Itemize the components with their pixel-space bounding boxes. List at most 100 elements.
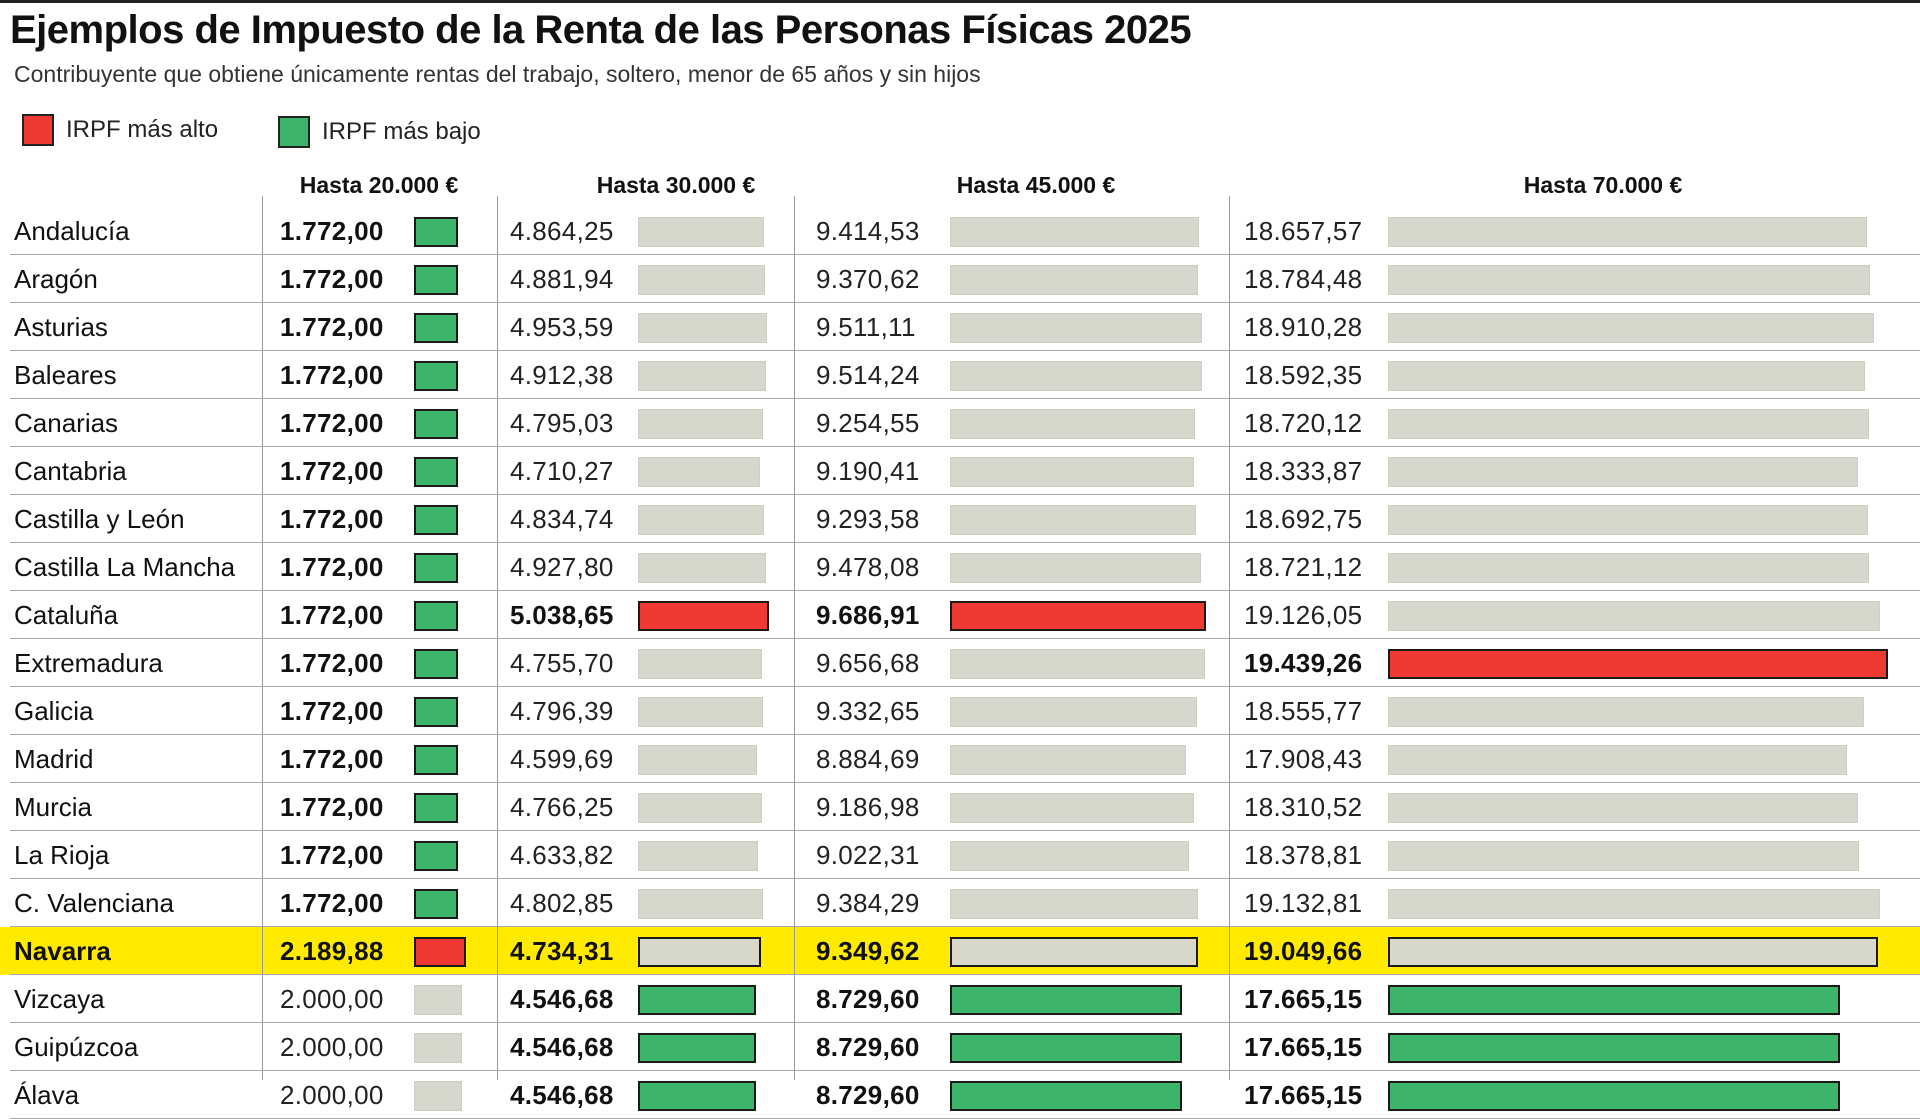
value-col-3: 8.729,60: [816, 984, 920, 1014]
row-separator: [10, 446, 1920, 447]
value-col-1: 2.000,00: [280, 1080, 384, 1110]
bar-col-3: [950, 505, 1197, 535]
value-col-1: 1.772,00: [280, 648, 384, 678]
chart-title: Ejemplos de Impuesto de la Renta de las …: [10, 8, 1192, 52]
value-col-3: 9.384,29: [816, 888, 920, 918]
bar-col-4: [1388, 697, 1865, 727]
bar-col-3: [950, 457, 1194, 487]
value-col-3: 9.414,53: [816, 216, 920, 246]
table-row-alava: Álava 2.000,00 4.546,68 8.729,60 17.665,15: [0, 1071, 1920, 1119]
region-label: Madrid: [14, 744, 94, 774]
value-col-3: 9.370,62: [816, 264, 920, 294]
value-col-2: 4.912,38: [510, 360, 614, 390]
bar-col-2: [638, 457, 761, 487]
value-col-1: 1.772,00: [280, 408, 384, 438]
region-label: Murcia: [14, 792, 93, 822]
bar-col-4: [1388, 1081, 1840, 1111]
column-divider-2: [497, 196, 498, 1080]
value-col-1: 1.772,00: [280, 360, 384, 390]
bar-col-4: [1388, 313, 1874, 343]
bar-col-2: [638, 553, 767, 583]
bar-col-1: [414, 505, 458, 535]
legend-item-high: IRPF más alto: [22, 110, 218, 150]
bar-col-2: [638, 937, 761, 967]
table-row-andalucia: Andalucía 1.772,00 4.864,25 9.414,53 18.657,…: [0, 207, 1920, 255]
value-col-2: 4.881,94: [510, 264, 614, 294]
bar-col-4: [1388, 745, 1847, 775]
row-separator: [10, 686, 1920, 687]
legend-item-low: IRPF más bajo: [278, 112, 481, 152]
row-separator: [10, 350, 1920, 351]
bar-col-2: [638, 745, 758, 775]
value-col-2: 4.633,82: [510, 840, 614, 870]
table-row-baleares: Baleares 1.772,00 4.912,38 9.514,24 18.592,3…: [0, 351, 1920, 399]
table-row-guipuzcoa: Guipúzcoa 2.000,00 4.546,68 8.729,60 17.665,…: [0, 1023, 1920, 1071]
table-row-aragon: Aragón 1.772,00 4.881,94 9.370,62 18.784,48: [0, 255, 1920, 303]
bar-col-2: [638, 889, 763, 919]
bar-col-1: [414, 217, 458, 247]
bar-col-4: [1388, 265, 1871, 295]
table-row-castilla-la-mancha: Castilla La Mancha 1.772,00 4.927,80 9.478,…: [0, 543, 1920, 591]
value-col-4: 18.692,75: [1244, 504, 1363, 534]
bar-col-3: [950, 409, 1196, 439]
value-col-3: 8.884,69: [816, 744, 920, 774]
region-label: Navarra: [14, 936, 111, 966]
chart-subtitle: Contribuyente que obtiene únicamente ren…: [14, 61, 981, 87]
legend-label-high: IRPF más alto: [66, 116, 219, 143]
bar-col-2: [638, 841, 759, 871]
region-label: Canarias: [14, 408, 119, 438]
bar-col-1: [414, 601, 458, 631]
column-header-2: Hasta 30.000 €: [596, 172, 756, 198]
row-separator: [10, 974, 1920, 975]
value-col-1: 1.772,00: [280, 792, 384, 822]
table-row-c-valenciana: C. Valenciana 1.772,00 4.802,85 9.384,29 19.…: [0, 879, 1920, 927]
value-col-1: 2.000,00: [280, 1032, 384, 1062]
value-col-2: 4.864,25: [510, 216, 614, 246]
value-col-1: 1.772,00: [280, 888, 384, 918]
bar-col-1: [414, 1081, 463, 1111]
region-label: C. Valenciana: [14, 888, 174, 918]
bar-col-2: [638, 649, 762, 679]
region-label: Guipúzcoa: [14, 1032, 139, 1062]
table-row-canarias: Canarias 1.772,00 4.795,03 9.254,55 18.720,1…: [0, 399, 1920, 447]
bar-col-3: [950, 649, 1206, 679]
bar-col-2: [638, 1033, 756, 1063]
bar-col-1: [414, 889, 458, 919]
value-col-4: 18.592,35: [1244, 360, 1363, 390]
bar-col-4: [1388, 649, 1888, 679]
bar-col-3: [950, 553, 1201, 583]
value-col-2: 4.796,39: [510, 696, 614, 726]
bar-col-2: [638, 505, 764, 535]
bar-col-3: [950, 793, 1194, 823]
bar-col-2: [638, 697, 763, 727]
column-divider-3: [794, 196, 795, 1080]
region-label: Baleares: [14, 360, 117, 390]
value-col-4: 18.721,12: [1244, 552, 1363, 582]
value-col-1: 1.772,00: [280, 504, 384, 534]
value-col-2: 4.755,70: [510, 648, 614, 678]
bar-col-1: [414, 265, 458, 295]
region-label: Andalucía: [14, 216, 130, 246]
value-col-4: 18.333,87: [1244, 456, 1363, 486]
value-col-2: 4.834,74: [510, 504, 614, 534]
value-col-4: 19.049,66: [1244, 936, 1363, 966]
region-label: Cataluña: [14, 600, 119, 630]
bar-col-1: [414, 985, 463, 1015]
bar-col-3: [950, 601, 1206, 631]
bar-col-1: [414, 745, 458, 775]
bar-col-3: [950, 1033, 1182, 1063]
value-col-2: 4.599,69: [510, 744, 614, 774]
bar-col-1: [414, 313, 458, 343]
value-col-4: 18.555,77: [1244, 696, 1363, 726]
bar-col-1: [414, 793, 458, 823]
bar-col-1: [414, 457, 458, 487]
value-col-1: 1.772,00: [280, 312, 384, 342]
value-col-2: 4.710,27: [510, 456, 614, 486]
bar-col-2: [638, 265, 765, 295]
bar-col-1: [414, 409, 458, 439]
table-row-cataluna: Cataluña 1.772,00 5.038,65 9.686,91 19.126,0…: [0, 591, 1920, 639]
bar-col-1: [414, 649, 458, 679]
value-col-3: 9.656,68: [816, 648, 920, 678]
bar-col-1: [414, 553, 458, 583]
value-col-4: 18.310,52: [1244, 792, 1363, 822]
